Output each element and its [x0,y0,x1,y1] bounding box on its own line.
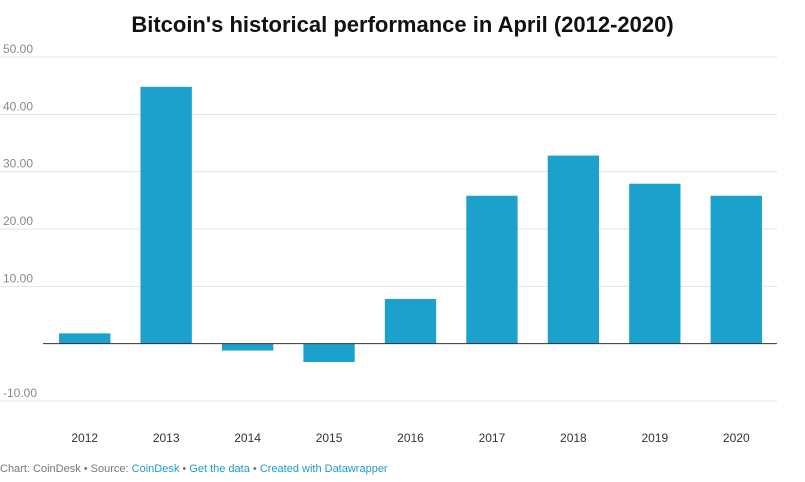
x-tick-label: 2015 [316,431,343,445]
x-tick-label: 2016 [397,431,424,445]
bar-2015 [303,343,355,363]
footer-separator: • [179,463,190,475]
datawrapper-link[interactable]: Created with Datawrapper [259,463,388,475]
x-tick-label: 2014 [234,431,261,445]
y-tick-label: 50.00 [3,42,33,56]
footer-separator: • [249,463,260,475]
source-link[interactable]: CoinDesk [131,463,180,475]
gridlines [0,56,777,402]
chart-title: Bitcoin's historical performance in Apri… [131,12,674,37]
bar-2017 [466,195,518,344]
y-tick-label: 40.00 [3,99,33,113]
bar-2013 [140,86,192,344]
footer-separator: • Source: [80,463,132,475]
y-tick-label: 30.00 [3,157,33,171]
x-tick-label: 2013 [153,431,180,445]
y-tick-label: 20.00 [3,214,33,228]
bars [59,86,762,363]
y-tick-label: 10.00 [3,271,33,285]
x-tick-label: 2012 [71,431,98,445]
bar-2019 [629,183,681,344]
x-tick-label: 2019 [641,431,668,445]
y-tick-label: -10.00 [3,386,37,400]
chart-footer: Chart: CoinDesk • Source: CoinDesk • Get… [0,463,388,475]
bar-2014 [221,343,274,351]
bar-2020 [710,195,762,344]
x-tick-label: 2017 [479,431,506,445]
x-tick-label: 2018 [560,431,587,445]
bar-2012 [59,333,111,344]
bar-2018 [547,155,600,344]
bar-2016 [384,298,437,344]
chart-credit: Chart: CoinDesk [0,463,81,475]
x-tick-label: 2020 [723,431,750,445]
get-data-link[interactable]: Get the data [189,463,250,475]
x-axis-ticks: 2012 2013 2014 2015 2016 2017 2018 2019 2020 [71,431,750,445]
y-axis-ticks: 50.00 40.00 30.00 20.00 10.00 -10.00 [3,42,37,400]
